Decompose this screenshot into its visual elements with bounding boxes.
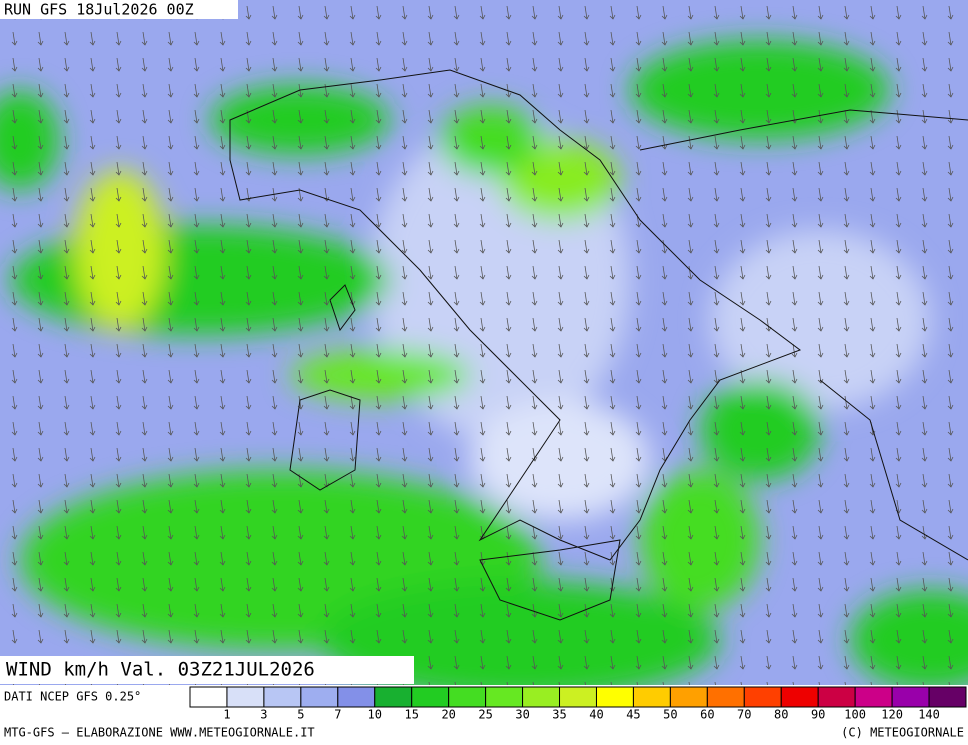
colorbar-swatch [891, 686, 930, 708]
colorbar-swatch [189, 686, 228, 708]
colorbar-swatch [411, 686, 450, 708]
colorbar-swatch [374, 686, 413, 708]
source-label: DATI NCEP GFS 0.25° [4, 690, 141, 704]
colorbar-swatch [780, 686, 819, 708]
colorbar-tick-label: 100 [844, 708, 866, 722]
copyright-label: (C) METEOGIORNALE [841, 726, 964, 740]
colorbar-tick-label: 1 [223, 708, 230, 722]
colorbar-tick-label: 25 [478, 708, 492, 722]
credit-label: MTG-GFS — ELABORAZIONE WWW.METEOGIORNALE… [4, 726, 315, 740]
colorbar-tick-label: 7 [334, 708, 341, 722]
run-label: RUN GFS 18Jul2026 00Z [4, 1, 194, 19]
colorbar-swatch [300, 686, 339, 708]
colorbar-tick-label: 50 [663, 708, 677, 722]
colorbar-swatch [669, 686, 708, 708]
colorbar-tick-label: 60 [700, 708, 714, 722]
colorbar-tick-label: 80 [774, 708, 788, 722]
colorbar-tick-label: 120 [881, 708, 903, 722]
colorbar-swatch [448, 686, 487, 708]
colorbar-tick-label: 10 [368, 708, 382, 722]
coastlines [229, 69, 968, 621]
wind-map [0, 0, 968, 685]
colorbar-swatch [632, 686, 671, 708]
colorbar-tick-label: 20 [441, 708, 455, 722]
colorbar-swatch [337, 686, 376, 708]
colorbar-swatch [854, 686, 893, 708]
colorbar-swatch [485, 686, 524, 708]
run-box [0, 0, 238, 19]
colorbar: 1 3 5 7 10 15 20 25 30 35 40 45 50 60 70 80 90 100 120 140 [189, 686, 967, 722]
colorbar-swatch [559, 686, 597, 708]
colorbar-tick-label: 15 [404, 708, 418, 722]
colorbar-tick-label: 70 [737, 708, 751, 722]
colorbar-tick-label: 3 [260, 708, 267, 722]
field-box [0, 656, 414, 684]
colorbar-swatch [263, 686, 302, 708]
colorbar-tick-label: 40 [589, 708, 603, 722]
colorbar-tick-label: 35 [552, 708, 566, 722]
colorbar-tick-label: 5 [297, 708, 304, 722]
colorbar-tick-label: 140 [918, 708, 940, 722]
field-label: WIND km/h Val. 03Z21JUL2026 [6, 659, 315, 681]
wind-arrows [0, 0, 968, 685]
colorbar-tick-label: 45 [626, 708, 640, 722]
colorbar-tick-label: 30 [515, 708, 529, 722]
colorbar-swatch [595, 686, 634, 708]
colorbar-swatch [817, 686, 856, 708]
colorbar-swatch [522, 686, 561, 708]
colorbar-swatch [706, 686, 745, 708]
colorbar-swatch [743, 686, 782, 708]
colorbar-swatch [928, 686, 967, 708]
colorbar-tick-label: 90 [811, 708, 825, 722]
colorbar-swatch [226, 686, 265, 708]
